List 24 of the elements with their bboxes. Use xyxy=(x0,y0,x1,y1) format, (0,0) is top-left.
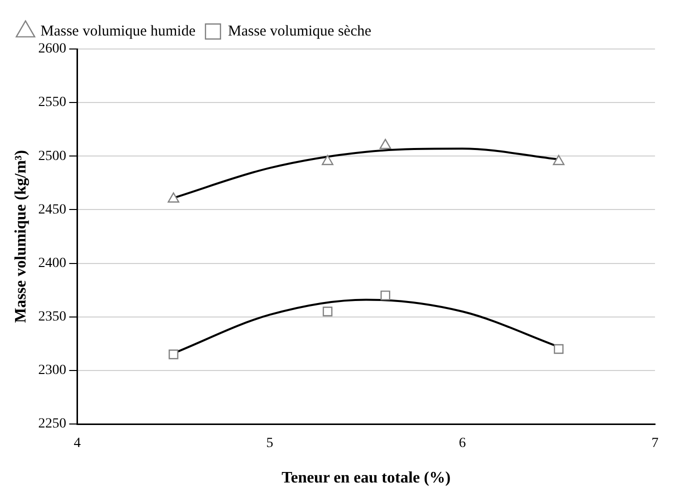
x-tick-label: 6 xyxy=(458,436,466,452)
point xyxy=(552,154,564,166)
y-tick-label: 2600 xyxy=(38,42,66,57)
y-tick-label: 2500 xyxy=(38,148,66,164)
point xyxy=(554,344,564,354)
x-axis-title: Teneur en eau totale (%) xyxy=(282,470,451,487)
point xyxy=(380,138,392,150)
y-tick-label: 2450 xyxy=(38,202,66,218)
point xyxy=(168,192,180,203)
y-tick-label: 2550 xyxy=(38,95,66,110)
point xyxy=(322,306,332,316)
y-tick-label: 2350 xyxy=(38,310,66,325)
x-tick-label: 5 xyxy=(266,436,274,452)
x-tick-label: 7 xyxy=(652,436,658,452)
y-axis-title: Masse volumique (kg/m³) xyxy=(12,150,30,323)
legend-label: Masse volumique humide xyxy=(40,23,196,40)
point xyxy=(168,350,178,360)
point xyxy=(322,154,334,166)
y-tick-label: 2400 xyxy=(38,256,66,271)
point xyxy=(380,290,390,300)
legend-label: Masse volumique sèche xyxy=(228,23,372,40)
y-tick-label: 2250 xyxy=(38,416,66,432)
y-tick-label: 2300 xyxy=(38,363,66,378)
x-tick-label: 4 xyxy=(74,436,81,452)
